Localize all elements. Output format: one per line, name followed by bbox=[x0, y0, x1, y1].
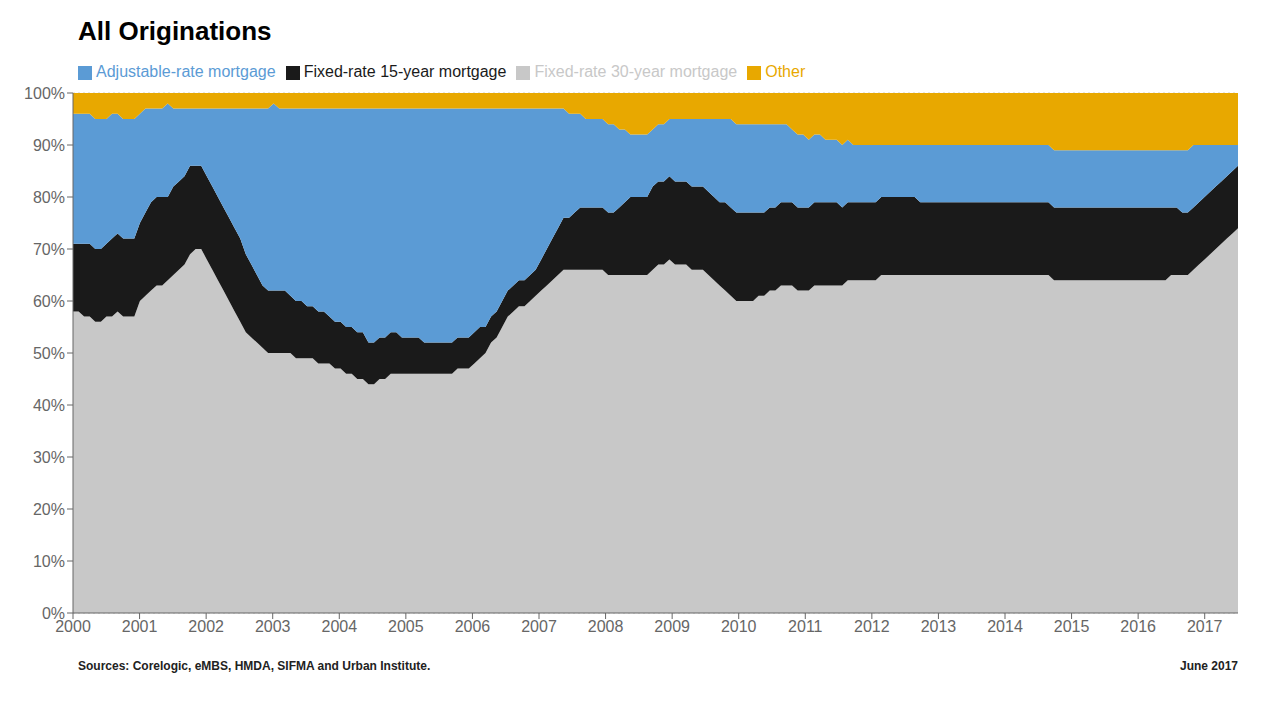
svg-text:60%: 60% bbox=[33, 293, 65, 310]
svg-text:2000: 2000 bbox=[55, 618, 91, 636]
svg-text:2013: 2013 bbox=[921, 618, 957, 635]
html-text:Other: Other bbox=[765, 63, 806, 80]
html-text:Fixed-rate 15-year mortgage: Fixed-rate 15-year mortgage bbox=[303, 63, 507, 80]
svg-text:80%: 80% bbox=[33, 189, 65, 206]
svg-text:2010: 2010 bbox=[721, 618, 757, 635]
svg-text:2009: 2009 bbox=[654, 618, 690, 635]
svg-text:2016: 2016 bbox=[1120, 618, 1156, 635]
svg-text:10%: 10% bbox=[33, 553, 65, 570]
html-text:Fixed-rate 30-year mortgage: Fixed-rate 30-year mortgage bbox=[534, 63, 738, 80]
svg-text:100%: 100% bbox=[24, 85, 65, 102]
svg-text:2003: 2003 bbox=[255, 618, 291, 635]
html-text:Sources: Corelogic, eMBS, HMDA: Sources: Corelogic, eMBS, HMDA, SIFMA an… bbox=[78, 659, 431, 673]
svg-text:2007: 2007 bbox=[521, 618, 557, 635]
svg-text:2011: 2011 bbox=[788, 618, 823, 635]
svg-text:2015: 2015 bbox=[1054, 618, 1090, 635]
svg-text:2006: 2006 bbox=[455, 618, 491, 635]
svg-text:30%: 30% bbox=[33, 449, 65, 466]
svg-text:2002: 2002 bbox=[188, 618, 224, 635]
svg-text:20%: 20% bbox=[33, 501, 65, 518]
html-text:All Originations: All Originations bbox=[78, 16, 272, 46]
svg-text:50%: 50% bbox=[33, 345, 65, 362]
svg-text:0%: 0% bbox=[42, 605, 65, 622]
svg-text:2004: 2004 bbox=[321, 618, 357, 635]
svg-text:2014: 2014 bbox=[987, 618, 1023, 635]
svg-text:70%: 70% bbox=[33, 241, 65, 258]
svg-text:2005: 2005 bbox=[388, 618, 424, 635]
svg-text:40%: 40% bbox=[33, 397, 65, 414]
svg-text:2008: 2008 bbox=[588, 618, 624, 635]
svg-text:90%: 90% bbox=[33, 137, 65, 154]
svg-text:2012: 2012 bbox=[854, 618, 890, 635]
html-text:Adjustable-rate mortgage: Adjustable-rate mortgage bbox=[96, 63, 276, 80]
html-text:June 2017: June 2017 bbox=[1180, 659, 1238, 673]
svg-text:2017: 2017 bbox=[1187, 618, 1223, 635]
svg-text:2001: 2001 bbox=[122, 618, 158, 635]
